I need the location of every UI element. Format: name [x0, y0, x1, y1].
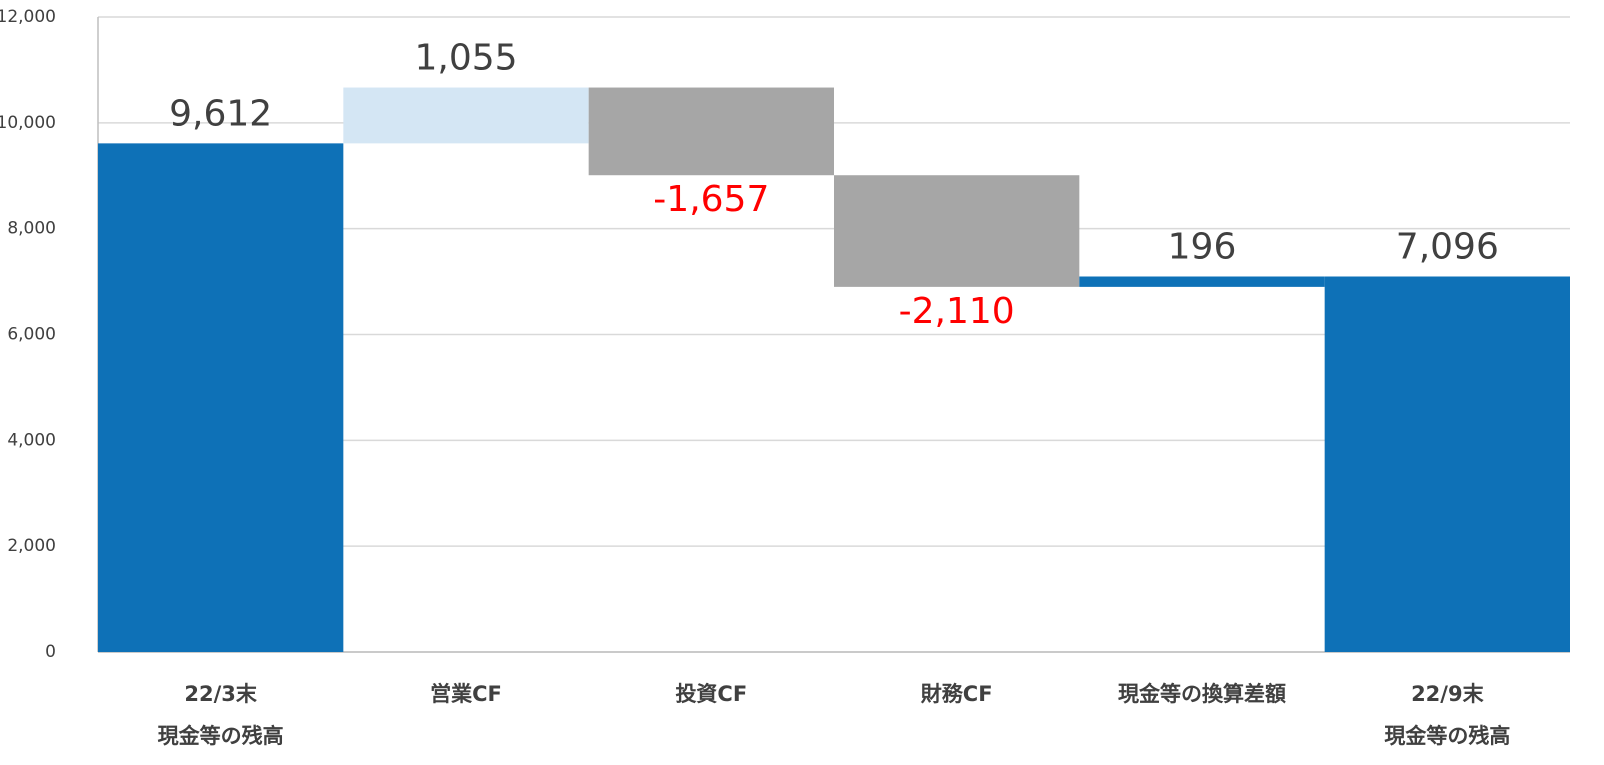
- x-tick-label: 営業CF: [430, 682, 502, 706]
- bar: [588, 87, 834, 176]
- x-tick-label: 現金等の換算差額: [1118, 682, 1286, 706]
- bar: [1324, 276, 1570, 652]
- x-tick-label: 財務CF: [921, 682, 993, 706]
- y-tick-label: 8,000: [7, 219, 56, 239]
- bar: [834, 175, 1080, 287]
- y-tick-label: 12,000: [0, 7, 56, 27]
- value-label: 7,096: [1396, 227, 1499, 268]
- bar: [98, 143, 344, 653]
- x-tick-label: 22/9末: [1411, 682, 1485, 706]
- bar: [343, 87, 589, 144]
- y-tick-label: 4,000: [7, 430, 56, 450]
- x-tick-label: 現金等の残高: [158, 724, 284, 748]
- value-label: 1,055: [414, 38, 517, 79]
- x-tick-label: 現金等の残高: [1384, 724, 1510, 748]
- y-tick-label: 2,000: [7, 536, 56, 556]
- y-tick-label: 0: [45, 642, 56, 662]
- bar: [1079, 276, 1325, 287]
- x-tick-label: 投資CF: [675, 682, 747, 706]
- x-tick-label: 22/3末: [184, 682, 258, 706]
- value-label: 196: [1168, 227, 1237, 268]
- value-label: -2,110: [899, 291, 1015, 332]
- y-tick-label: 6,000: [7, 325, 56, 345]
- value-label: 9,612: [169, 93, 272, 134]
- value-label: -1,657: [653, 179, 769, 220]
- y-tick-label: 10,000: [0, 113, 56, 133]
